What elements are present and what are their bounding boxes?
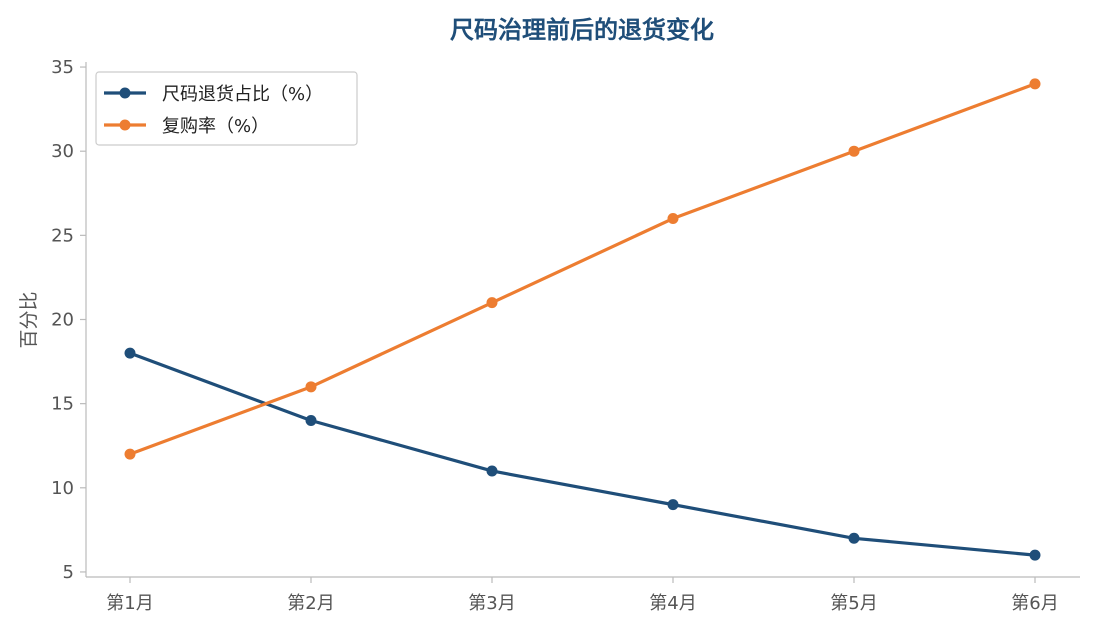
y-tick-label: 35 [51, 57, 74, 78]
x-tick-label: 第2月 [287, 593, 334, 614]
series-line [129, 351, 1036, 557]
data-point [124, 347, 136, 359]
legend: 尺码退货占比（%） 复购率（%） [95, 71, 358, 146]
y-axis-label: 百分比 [18, 291, 40, 348]
axes: 5 10 15 20 25 30 35 第1月 第2月 第3月 第4月 第5月 第6月 [51, 57, 1080, 614]
legend-marker [119, 87, 131, 99]
legend-label: 尺码退货占比（%） [162, 84, 323, 105]
series-layer [124, 78, 1041, 561]
data-point [486, 465, 498, 477]
data-point [1029, 549, 1041, 561]
series-2 [124, 78, 1041, 460]
legend-item: 尺码退货占比（%） [104, 84, 323, 105]
data-point [1029, 78, 1041, 90]
y-tick-label: 5 [63, 562, 74, 583]
data-point [848, 532, 860, 544]
y-tick-label: 30 [51, 141, 74, 162]
chart-title: 尺码治理前后的退货变化 [450, 16, 714, 44]
series-line [129, 82, 1036, 456]
x-tick-label: 第3月 [468, 593, 515, 614]
legend-box [95, 71, 358, 146]
data-point [305, 414, 317, 426]
y-tick-label: 15 [51, 394, 74, 415]
legend-label: 复购率（%） [162, 116, 269, 137]
data-point [486, 297, 498, 309]
x-tick-label: 第6月 [1011, 593, 1058, 614]
x-tick-label: 第4月 [649, 593, 696, 614]
y-tick-label: 25 [51, 225, 74, 246]
data-point [848, 145, 860, 157]
x-tick-label: 第5月 [830, 593, 877, 614]
y-tick-label: 10 [51, 478, 74, 499]
y-tick-label: 20 [51, 310, 74, 331]
series-1 [124, 347, 1041, 561]
legend-item: 复购率（%） [104, 116, 269, 137]
data-point [667, 213, 679, 225]
x-tick-label: 第1月 [106, 593, 153, 614]
data-point [305, 381, 317, 393]
data-point [667, 499, 679, 511]
data-point [124, 448, 136, 460]
legend-marker [119, 119, 131, 131]
